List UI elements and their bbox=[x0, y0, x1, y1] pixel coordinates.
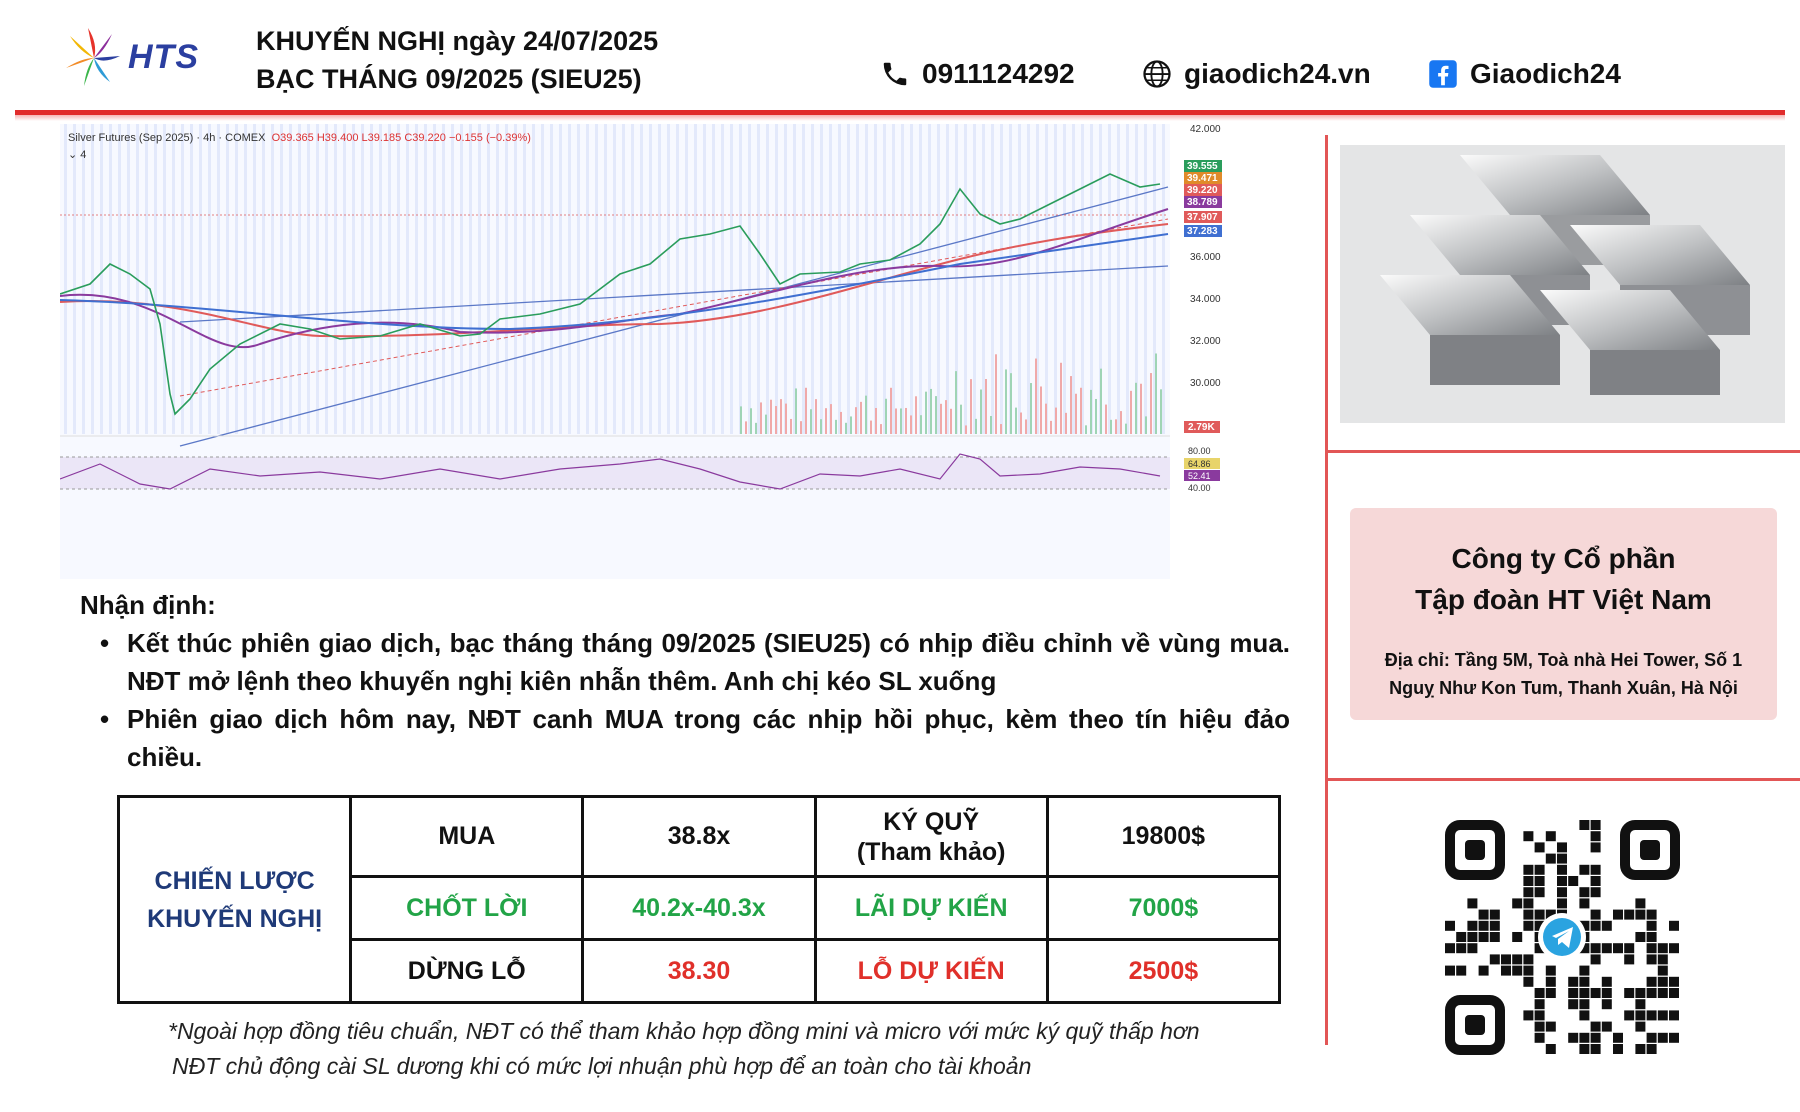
silver-bars-image bbox=[1340, 145, 1785, 423]
margin-label-cell: KÝ QUỸ (Tham khảo) bbox=[813, 795, 1049, 878]
price-tick: 36.000 bbox=[1190, 252, 1221, 263]
chart-ohlc: O39.365 H39.400 L39.185 C39.220 −0.155 (… bbox=[271, 132, 531, 144]
margin-value-cell: 19800$ bbox=[1045, 795, 1282, 878]
strategy-label: CHIẾN LƯỢC KHUYẾN NGHỊ bbox=[116, 795, 353, 1004]
expected-loss-value-cell: 2500$ bbox=[1045, 938, 1282, 1004]
take-profit-value-cell: 40.2x-40.3x bbox=[581, 875, 817, 941]
company-address-line-2: Nguỵ Như Kon Tum, Thanh Xuân, Hà Nội bbox=[1389, 678, 1738, 698]
title-line-1: KHUYẾN NGHỊ ngày 24/07/2025 bbox=[256, 26, 659, 56]
analysis-bullet: Phiên giao dịch hôm nay, NĐT canh MUA tr… bbox=[100, 700, 1290, 776]
take-profit-label-cell: CHỐT LỜI bbox=[349, 875, 585, 941]
website-text: giaodich24.vn bbox=[1184, 58, 1371, 89]
chart-symbol: Silver Futures (Sep 2025) · 4h · COMEX bbox=[68, 132, 266, 144]
hts-logo-icon bbox=[66, 28, 120, 86]
report-title: KHUYẾN NGHỊ ngày 24/07/2025 BẠC THÁNG 09… bbox=[256, 22, 658, 98]
rsi-tick: 52.41 bbox=[1188, 471, 1211, 481]
header-divider bbox=[15, 110, 1785, 115]
chart-header: Silver Futures (Sep 2025) · 4h · COMEX O… bbox=[68, 132, 531, 161]
right-separator-2 bbox=[1325, 778, 1800, 781]
stop-loss-label-cell: DỪNG LỖ bbox=[349, 938, 585, 1004]
strategy-label-line-2: KHUYẾN NGHỊ bbox=[147, 904, 323, 933]
analysis-title: Nhận định: bbox=[80, 590, 216, 620]
price-tag: 39.555 bbox=[1187, 161, 1218, 172]
phone-contact[interactable]: 0911124292 bbox=[880, 58, 1075, 90]
brand-logo-text: HTS bbox=[128, 38, 199, 76]
price-tick: 42.000 bbox=[1190, 124, 1221, 135]
entry-price-cell: 38.8x bbox=[581, 795, 817, 878]
rsi-tick: 40.00 bbox=[1188, 483, 1211, 493]
company-name-line-2: Tập đoàn HT Việt Nam bbox=[1415, 584, 1712, 615]
facebook-text: Giaodich24 bbox=[1470, 58, 1621, 89]
strategy-label-line-1: CHIẾN LƯỢC bbox=[154, 866, 315, 895]
price-tick: 34.000 bbox=[1190, 294, 1221, 305]
analysis-list: Kết thúc phiên giao dịch, bạc tháng thán… bbox=[100, 624, 1290, 776]
price-tag: 37.907 bbox=[1187, 212, 1218, 223]
rsi-tick: 64.86 bbox=[1188, 459, 1211, 469]
expected-loss-label-cell: LỖ DỰ KIẾN bbox=[813, 938, 1049, 1004]
facebook-icon bbox=[1429, 60, 1457, 88]
rsi-tick: 80.00 bbox=[1188, 446, 1211, 456]
action-cell: MUA bbox=[349, 795, 585, 878]
right-separator-1 bbox=[1325, 450, 1800, 453]
title-line-2: BẠC THÁNG 09/2025 (SIEU25) bbox=[256, 64, 642, 94]
phone-icon bbox=[883, 62, 907, 86]
price-tag: 39.471 bbox=[1187, 173, 1218, 184]
website-link[interactable]: giaodich24.vn bbox=[1142, 58, 1371, 90]
margin-label-line-1: KÝ QUỸ bbox=[883, 807, 980, 836]
company-info-card: Công ty Cổ phần Tập đoàn HT Việt Nam Địa… bbox=[1350, 508, 1777, 720]
expected-profit-value-cell: 7000$ bbox=[1045, 875, 1282, 941]
silver-futures-chart: 42.000 36.000 34.000 32.000 30.000 39.55… bbox=[60, 124, 1280, 579]
globe-icon bbox=[1143, 60, 1171, 88]
price-tick: 30.000 bbox=[1190, 378, 1221, 389]
header-divider-shadow bbox=[15, 115, 1785, 121]
phone-number: 0911124292 bbox=[922, 58, 1075, 89]
price-tag: 38.789 bbox=[1187, 197, 1218, 208]
telegram-qr-code-icon[interactable] bbox=[1440, 815, 1685, 1060]
price-tick: 32.000 bbox=[1190, 336, 1221, 347]
margin-label-line-2: (Tham khảo) bbox=[856, 837, 1006, 866]
right-column-divider bbox=[1325, 135, 1328, 1045]
footnote-line-1: *Ngoài hợp đồng tiêu chuẩn, NĐT có thể t… bbox=[168, 1018, 1200, 1044]
price-tag: 39.220 bbox=[1187, 185, 1218, 196]
company-name-line-1: Công ty Cổ phần bbox=[1451, 543, 1676, 574]
facebook-link[interactable]: Giaodich24 bbox=[1428, 58, 1621, 90]
volume-tag: 2.79K bbox=[1188, 422, 1215, 433]
strategy-table: CHIẾN LƯỢC KHUYẾN NGHỊ MUA 38.8x KÝ QUỸ … bbox=[116, 795, 1282, 1004]
chart-collapse-label: 4 bbox=[80, 149, 87, 161]
stop-loss-value-cell: 38.30 bbox=[581, 938, 817, 1004]
footnote-line-2: NĐT chủ động cài SL dương khi có mức lợi… bbox=[172, 1053, 1032, 1079]
expected-profit-label-cell: LÃI DỰ KIẾN bbox=[813, 875, 1049, 941]
price-tag: 37.283 bbox=[1187, 226, 1218, 237]
company-address-line-1: Địa chỉ: Tầng 5M, Toà nhà Hei Tower, Số … bbox=[1384, 650, 1743, 670]
analysis-bullet: Kết thúc phiên giao dịch, bạc tháng thán… bbox=[100, 624, 1290, 700]
chart-collapse[interactable]: ⌄ 4 bbox=[68, 149, 87, 161]
